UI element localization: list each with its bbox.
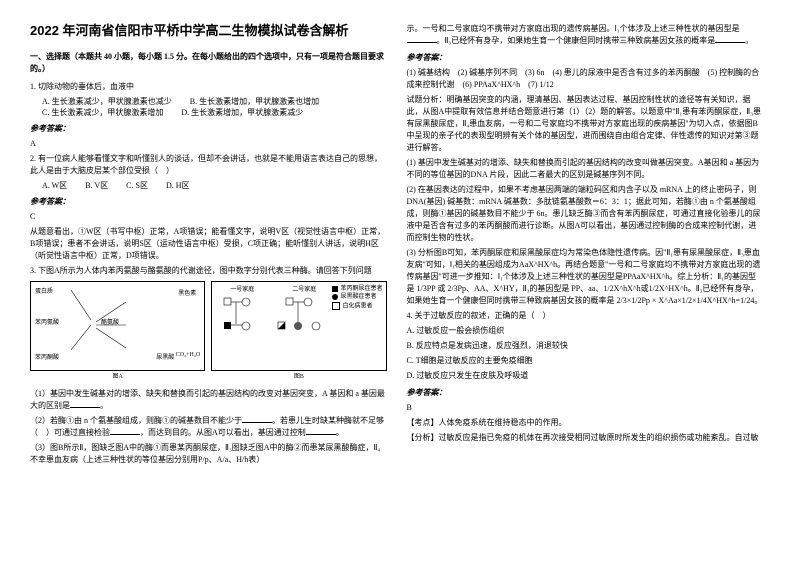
q3-sub2: （2）若酶①由 n 个氨基酸组成，则酶①的碱基数目不能少于。若患儿生时缺某种酶就… — [30, 415, 387, 439]
q1-ans-head: 参考答案： — [30, 123, 387, 135]
q1-opt-a: A. 生长激素减少，甲状腺激素也减少 — [42, 96, 172, 107]
q2-opt-b: B. V区 — [85, 180, 108, 191]
figA-caption: 图A — [112, 371, 122, 380]
pedigree-svg — [216, 294, 336, 349]
blank-5 — [407, 42, 437, 43]
q4-opt-c: C. T细胞是过敏反应的主要免疫细胞 — [407, 355, 764, 367]
spacer — [30, 375, 387, 385]
q1-options-2: C. 生长激素减少，甲状腺激素增加 D. 生长激素增加，甲状腺激素减少 — [42, 107, 387, 118]
figA-arrows — [71, 290, 151, 360]
q2-ans: C — [30, 211, 387, 223]
r-p1-c: 。 — [745, 36, 753, 45]
figB-t1: 一号家庭 — [230, 284, 254, 293]
q4-stem: 4. 关于过敏反应的叙述，正确的是（ ） — [407, 310, 764, 322]
doc-title: 2022 年河南省信阳市平桥中学高二生物模拟试卷含解析 — [30, 20, 387, 39]
r-p1-b: 。Ⅱ₃已经怀有身孕，如果她生育一个健康但同时携带三种致病基因女孩的概率是 — [437, 36, 716, 45]
q2-expl: 从题意看出，①W区（书写中枢）正常，A项错误；能看懂文字，说明V区（视觉性语言中… — [30, 226, 387, 262]
q3-sub2-a: （2）若酶①由 n 个氨基酸组成，则酶①的碱基数目不能少于 — [30, 416, 242, 425]
blank-3 — [110, 434, 140, 435]
q1-opt-d: D. 生长激素增加，甲状腺激素减少 — [181, 107, 303, 118]
legend-1: 苯丙酮尿症患者 — [332, 285, 382, 293]
right-column: 示。一号和二号家庭均不携带对方家庭出现的遗传病基因。Ⅰ₁个体涉及上述三种性状的基… — [407, 20, 764, 541]
q1-opt-c: C. 生长激素减少，甲状腺激素增加 — [42, 107, 163, 118]
q4-opt-d: D. 过敏反应只发生在皮肤及呼吸道 — [407, 370, 764, 382]
figB-legend: 苯丙酮尿症患者 尿黑酸症患者 白化病患者 — [332, 285, 382, 311]
figB-t2: 二号家庭 — [292, 284, 316, 293]
q1-options: A. 生长激素减少，甲状腺激素也减少 B. 生长激素增加，甲状腺激素也增加 — [42, 96, 387, 107]
r-h1: (1) 基因中发生碱基对的增添、缺失和替换而引起的基因结构的改变叫做基因突变。A… — [407, 157, 764, 181]
q4-expl1: 【考点】人体免疫系统在维持稳态中的作用。 — [407, 417, 764, 429]
r-h2: (2) 在基因表达的过程中，如果不考虑基因两端的端粒码区和内含子以及 mRNA … — [407, 184, 764, 244]
q3-sub2-c: ，而达到目的。从图A可以看出，基因通过控制 — [140, 428, 306, 437]
q4-opt-b: B. 反应特点是发病迅速，反应强烈，消退较快 — [407, 340, 764, 352]
figure-b: 一号家庭 二号家庭 苯丙酮尿症患者 尿黑酸 — [211, 281, 386, 371]
q2-stem: 2. 有一位病人能够看懂文字和听懂别人的谈话，但却不会讲话，也就是不能用语言表达… — [30, 153, 387, 177]
blank-6 — [715, 42, 745, 43]
q2-opt-a: A. W区 — [42, 180, 67, 191]
q1-opt-b: B. 生长激素增加，甲状腺激素也增加 — [190, 96, 319, 107]
figA-l5: 尿黑酸 — [156, 352, 174, 361]
figA-l1: 蛋白质 — [35, 286, 53, 295]
legend-2: 尿黑酸症患者 — [332, 293, 382, 301]
section-1-head: 一、选择题（本题共 40 小题，每小题 1.5 分。在每小题给出的四个选项中，只… — [30, 51, 387, 75]
q3-stem: 3. 下图A所示为人体内苯丙氨酸与酪氨酸的代谢途径，图中数字分别代表三种酶。请回… — [30, 265, 387, 277]
q3-sub1: （1）基因中发生碱基对的增添、缺失和替换而引起的基因结构的改变对基因突变，A 基… — [30, 388, 387, 412]
r-h3: (3) 分析图B可知，苯丙酮尿症和尿黑酸尿症均为常染色体隐性遗传病。因"Ⅱ₁患有… — [407, 247, 764, 307]
legend-3: 白化病患者 — [332, 302, 382, 311]
blank-4 — [306, 434, 336, 435]
figA-l6: 黑色素 — [178, 288, 196, 297]
blank-1 — [70, 407, 100, 408]
q3-sub2-d: 。 — [336, 428, 344, 437]
q4-opt-a: A. 过敏反应一般会损伤组织 — [407, 325, 764, 337]
figB-caption: 图B — [294, 371, 304, 380]
r-p1: 示。一号和二号家庭均不携带对方家庭出现的遗传病基因。Ⅰ₁个体涉及上述三种性状的基… — [407, 23, 764, 47]
r-p1-a: 示。一号和二号家庭均不携带对方家庭出现的遗传病基因。Ⅰ₁个体涉及上述三种性状的基… — [407, 24, 740, 33]
figA-l3: 苯丙酮酸 — [35, 352, 59, 361]
q3-sub1-b: 。 — [100, 401, 108, 410]
figure-row: 蛋白质 苯丙氨酸 苯丙酮酸 酪氨酸 黑色素 尿黑酸 CO₂+H₂O 图A 一号家… — [30, 281, 387, 371]
q4-ans: B — [407, 402, 764, 414]
q2-options: A. W区 B. V区 C. S区 D. H区 — [42, 180, 387, 191]
q3-sub3: （3）图B所示Ⅱ，图缺乏图A中的酶①而患某丙酮尿症，Ⅱ₃图缺乏图A中的酶②而患某… — [30, 442, 387, 466]
blank-2 — [242, 422, 272, 423]
r-ans-head: 参考答案： — [407, 52, 764, 64]
r-a1: (1) 碱基结构 (2) 碱基序列不同 (3) 6n (4) 患儿的尿液中是否含… — [407, 67, 764, 91]
figA-l2: 苯丙氨酸 — [35, 317, 59, 326]
q1-stem: 1. 切除动物的垂体后，血液中 — [30, 81, 387, 93]
q4-ans-head: 参考答案： — [407, 387, 764, 399]
q2-opt-c: C. S区 — [126, 180, 148, 191]
figA-l7: CO₂+H₂O — [176, 352, 201, 358]
r-expl1: 试题分析：明确基因突变的内涵，理清基因、基因表达过程、基因控制性状的途径等有关知… — [407, 94, 764, 154]
figure-a: 蛋白质 苯丙氨酸 苯丙酮酸 酪氨酸 黑色素 尿黑酸 CO₂+H₂O 图A — [30, 281, 205, 371]
q2-ans-head: 参考答案： — [30, 196, 387, 208]
left-column: 2022 年河南省信阳市平桥中学高二生物模拟试卷含解析 一、选择题（本题共 40… — [30, 20, 387, 541]
q2-opt-d: D. H区 — [166, 180, 190, 191]
q4-expl2: 【分析】过敏反应是指已免疫的机体在再次接受相同过敏原时所发生的组织损伤或功能紊乱… — [407, 432, 764, 444]
q1-ans: A — [30, 138, 387, 150]
